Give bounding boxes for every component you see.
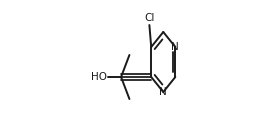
Text: HO: HO [91, 72, 107, 82]
Text: N: N [171, 42, 179, 52]
Text: Cl: Cl [144, 13, 155, 23]
Text: N: N [159, 87, 167, 97]
